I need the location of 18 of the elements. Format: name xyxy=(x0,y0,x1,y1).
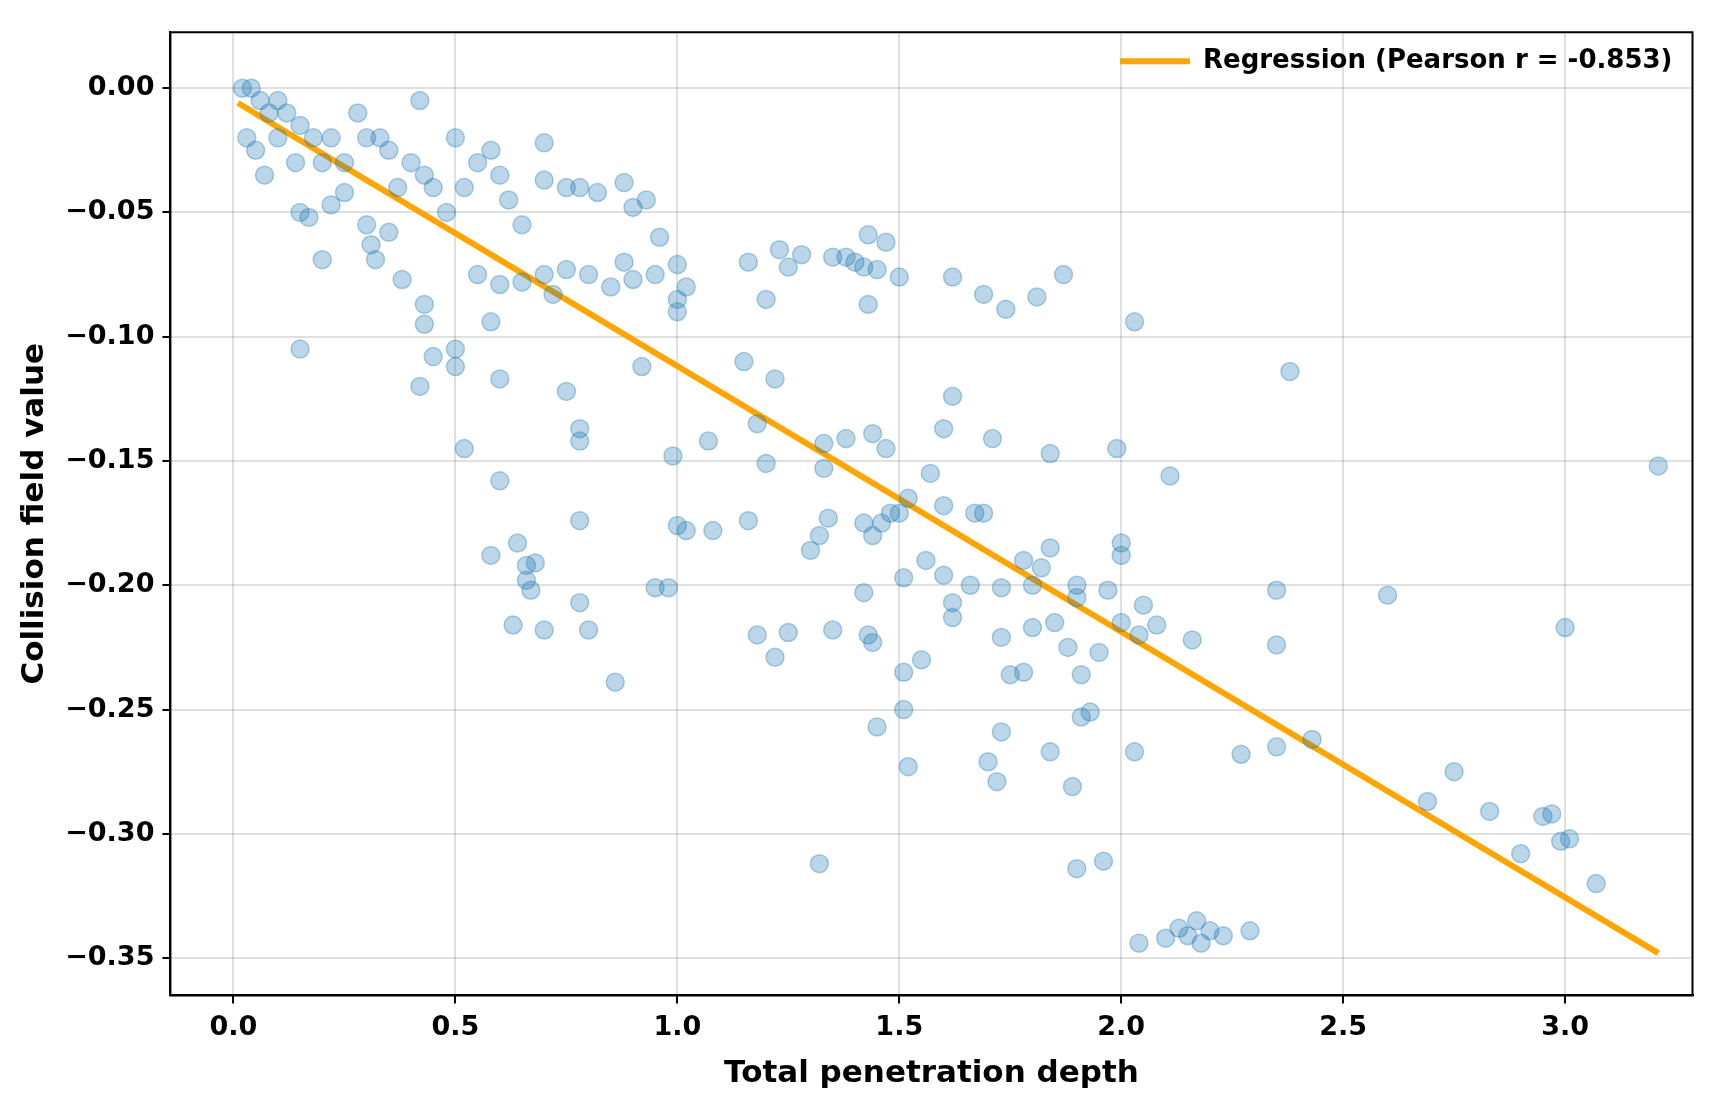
x-tick-label: 0.5 xyxy=(431,1009,480,1041)
y-tick-label: −0.20 xyxy=(65,567,155,599)
legend-label: Regression (Pearson r = -0.853) xyxy=(1203,43,1673,74)
y-tick-label: −0.05 xyxy=(65,194,155,226)
y-tick-label: −0.10 xyxy=(65,318,155,350)
x-tick-label: 2.0 xyxy=(1097,1009,1146,1041)
x-tick-label: 3.0 xyxy=(1541,1009,1590,1041)
x-tick-label: 1.0 xyxy=(653,1009,702,1041)
y-tick-label: −0.30 xyxy=(65,815,155,847)
y-tick-label: −0.15 xyxy=(65,442,155,474)
x-tick-label: 0.0 xyxy=(209,1009,258,1041)
x-tick-label: 1.5 xyxy=(875,1009,924,1041)
x-axis-title: Total penetration depth xyxy=(724,1053,1139,1090)
y-axis-title: Collision field value xyxy=(13,342,50,685)
y-tick-label: −0.35 xyxy=(65,940,155,972)
y-tick-label: 0.00 xyxy=(87,70,155,102)
x-tick-label: 2.5 xyxy=(1319,1009,1368,1041)
y-tick-label: −0.25 xyxy=(65,691,155,723)
